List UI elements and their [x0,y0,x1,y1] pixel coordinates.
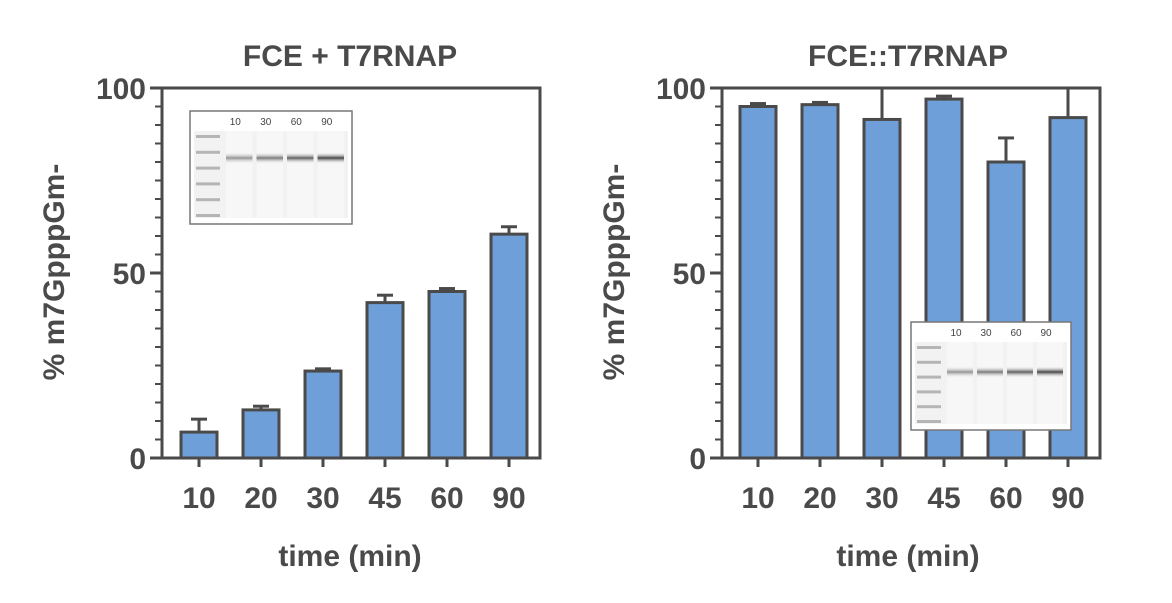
ladder-band [917,420,941,423]
y-tick-label: 0 [129,443,146,476]
x-tick-label: 90 [492,482,525,515]
ladder-band [196,150,220,154]
plot-frame [720,86,1102,460]
gel-band [977,366,1003,378]
bar [738,105,778,460]
x-tick-label: 10 [182,482,215,515]
y-tick-label: 100 [96,73,146,106]
gel-band [287,152,314,164]
gel-lane-label: 30 [980,328,992,339]
y-axis-label: % m7GpppGm- [598,164,631,381]
bar [489,232,529,460]
gel-lane [1007,342,1033,424]
ladder-band [196,214,220,217]
chart-title: FCE::T7RNAP [808,40,1008,73]
y-tick-label: 50 [673,258,706,291]
chart-panel-right: FCE::T7RNAP % m7GpppGm- time (min) 05010… [598,40,1102,573]
gel-lane [1037,342,1063,424]
gel-lane-label: 90 [1040,328,1052,339]
ladder-band [196,198,220,202]
x-tick-label: 90 [1051,482,1084,515]
gel-band [1007,366,1033,378]
ladder-band [196,135,220,138]
ladder-band [917,390,941,394]
x-tick-label: 20 [803,482,836,515]
gel-lane [977,342,1003,424]
chart-panel-left: FCE + T7RNAP % m7GpppGm- time (min) 0 50 1… [38,40,542,573]
x-tick-label: 20 [244,482,277,515]
gel-lane [256,131,283,218]
x-axis-label: time (min) [836,540,979,573]
x-tick-label: 10 [741,482,774,515]
chart-title: FCE + T7RNAP [243,40,457,73]
bar [179,430,219,460]
bar [862,117,902,460]
y-tick-label: 100 [656,73,706,106]
gel-lane [317,131,344,218]
gel-lane-label: 60 [1010,328,1022,339]
x-tick-label: 30 [865,482,898,515]
y-tick-label: 0 [689,443,706,476]
ladder-band [917,375,941,379]
gel-inset-image: 10 30 60 90 [910,321,1072,431]
gel-band [1037,366,1063,378]
ladder-band [917,346,941,349]
gel-lane [947,342,973,424]
ladder-band [917,360,941,364]
bar [241,408,281,460]
gel-lane-label: 60 [291,117,303,128]
y-tick-label: 50 [113,258,146,291]
bar [365,301,405,460]
gel-band [226,152,253,164]
gel-inset-image: 10 30 60 90 [189,110,353,225]
gel-lane [287,131,314,218]
ladder-band [196,182,220,186]
x-tick-label: 30 [306,482,339,515]
ladder-band [196,166,220,170]
ladder-band [917,405,941,409]
x-tick-label: 45 [927,482,960,515]
gel-band [947,366,973,378]
gel-lane [226,131,253,218]
gel-lane-label: 30 [260,117,272,128]
gel-band [256,152,283,164]
x-axis-label: time (min) [278,540,421,573]
gel-lane-label: 90 [321,117,333,128]
bar [800,103,840,460]
bar [427,290,467,460]
gel-band [317,152,344,164]
gel-lane-label: 10 [950,328,962,339]
plot-frame [160,86,542,460]
y-axis-label: % m7GpppGm- [38,164,71,381]
x-tick-label: 45 [368,482,401,515]
bar [303,369,343,460]
x-tick-label: 60 [989,482,1022,515]
gel-lane-label: 10 [230,117,242,128]
x-tick-label: 60 [430,482,463,515]
